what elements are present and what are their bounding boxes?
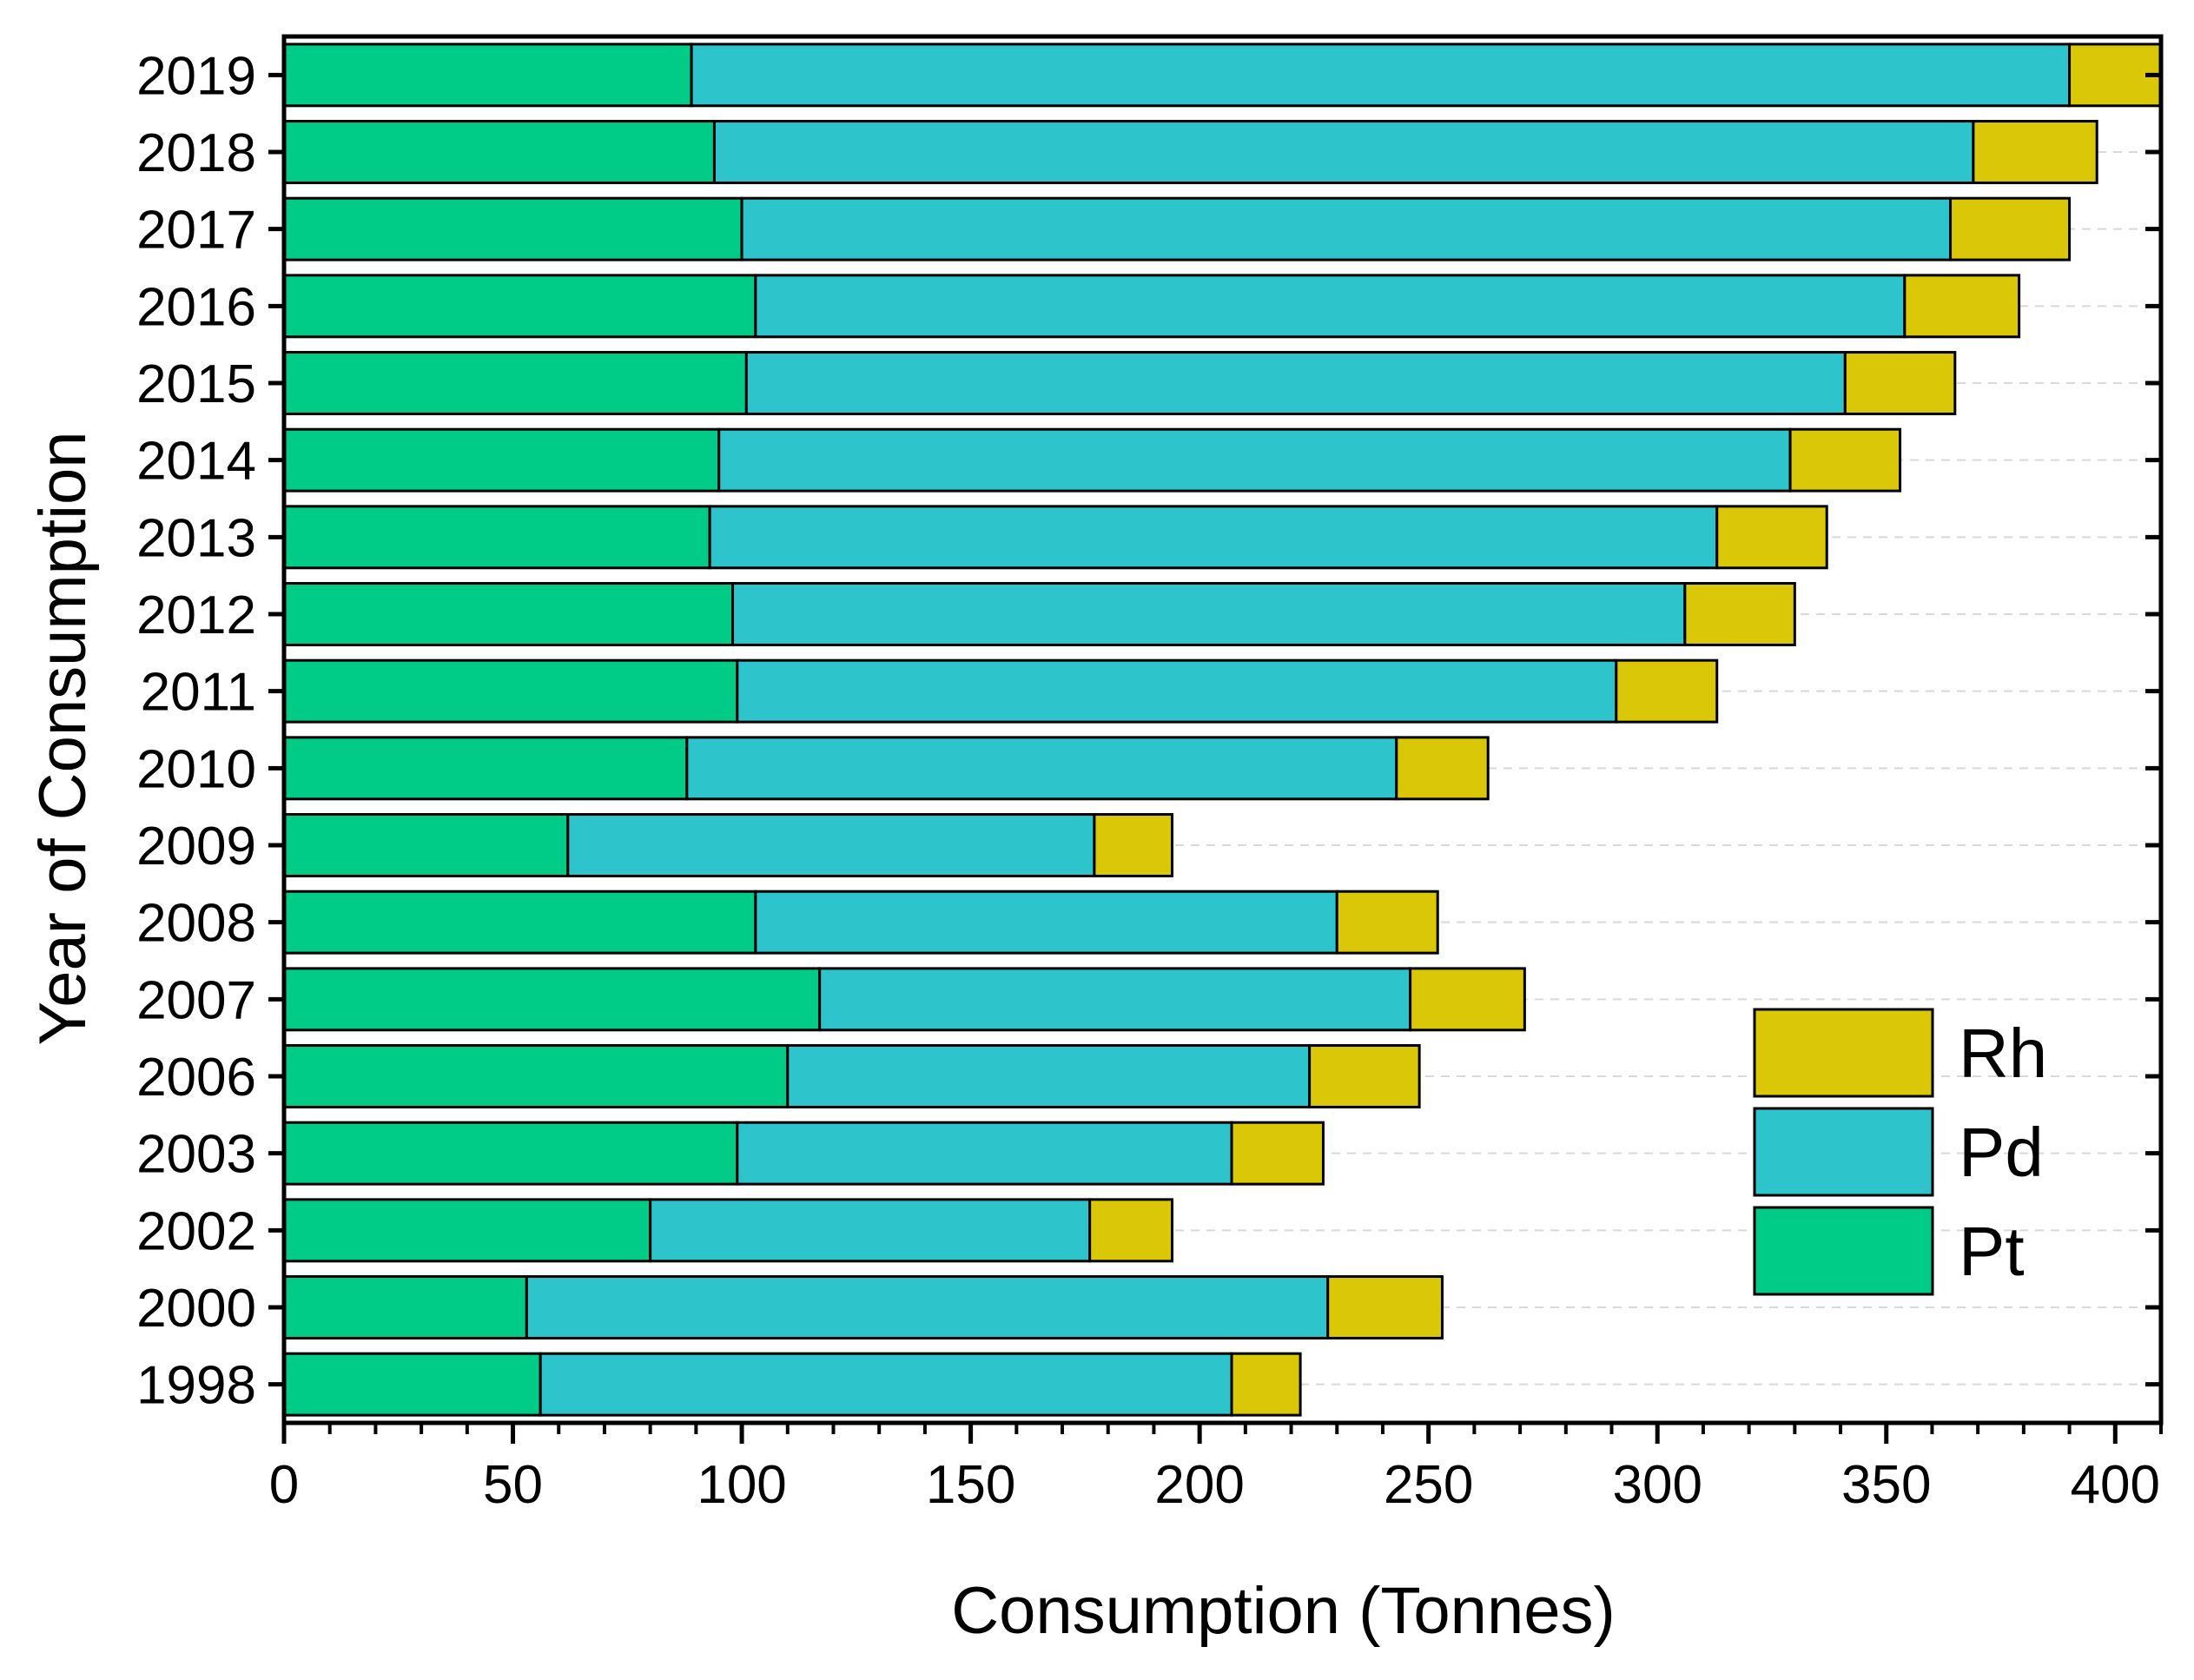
bar-pt-2015 bbox=[282, 351, 748, 415]
y-tick-label-2015: 2015 bbox=[136, 354, 256, 414]
bar-rh-2003 bbox=[1230, 1121, 1325, 1186]
y-tick-label-2016: 2016 bbox=[136, 277, 256, 337]
bar-rh-2013 bbox=[1715, 505, 1828, 570]
x-tick-label-250: 250 bbox=[1384, 1455, 1473, 1515]
x-axis-title: Consumption (Tonnes) bbox=[951, 1574, 1616, 1648]
bar-pt-2002 bbox=[282, 1198, 652, 1263]
bar-rh-2011 bbox=[1615, 658, 1719, 724]
x-tick-label-100: 100 bbox=[697, 1455, 786, 1515]
bar-rh-2000 bbox=[1326, 1275, 1444, 1339]
bar-pd-2011 bbox=[736, 658, 1618, 724]
y-tick-label-2003: 2003 bbox=[136, 1125, 256, 1185]
bar-pd-2010 bbox=[685, 736, 1398, 801]
y-tick-label-2017: 2017 bbox=[136, 201, 256, 261]
y-tick-label-2010: 2010 bbox=[136, 739, 256, 799]
bar-pd-2006 bbox=[786, 1044, 1312, 1108]
y-tick-label-2007: 2007 bbox=[136, 970, 256, 1030]
bar-pt-2014 bbox=[282, 427, 721, 493]
y-tick-label-2012: 2012 bbox=[136, 585, 256, 645]
bar-pt-2010 bbox=[282, 736, 689, 801]
bar-pt-2008 bbox=[282, 890, 757, 955]
bar-pt-2007 bbox=[282, 967, 822, 1032]
bar-pt-2013 bbox=[282, 505, 711, 570]
bar-rh-2012 bbox=[1683, 582, 1796, 646]
bar-pd-2018 bbox=[712, 120, 1975, 184]
bar-pd-2019 bbox=[690, 43, 2072, 108]
x-tick-label-0: 0 bbox=[269, 1455, 299, 1515]
bar-pd-1998 bbox=[539, 1352, 1233, 1417]
axis-ticks: 1998200020022003200620072008200920102011… bbox=[136, 46, 2163, 1515]
bar-rh-2002 bbox=[1088, 1198, 1174, 1263]
bar-rh-2016 bbox=[1903, 274, 2021, 339]
bar-rh-1998 bbox=[1230, 1352, 1302, 1417]
bar-rh-2018 bbox=[1972, 120, 2098, 184]
bar-pt-1998 bbox=[282, 1352, 542, 1417]
bar-rh-2017 bbox=[1949, 196, 2072, 261]
y-tick-label-1998: 1998 bbox=[136, 1356, 256, 1416]
y-tick-label-2006: 2006 bbox=[136, 1048, 256, 1108]
legend-swatch-pt bbox=[1753, 1206, 1934, 1296]
bar-pd-2017 bbox=[740, 196, 1953, 261]
legend-label-pd: Pd bbox=[1959, 1114, 2044, 1191]
bar-pt-2003 bbox=[282, 1121, 739, 1186]
bar-pd-2003 bbox=[736, 1121, 1233, 1186]
x-tick-label-150: 150 bbox=[926, 1455, 1015, 1515]
y-tick-label-2013: 2013 bbox=[136, 508, 256, 568]
bar-pd-2009 bbox=[566, 813, 1096, 877]
bar-pt-2019 bbox=[282, 43, 693, 108]
legend: Rh Pd Pt bbox=[1753, 1008, 2047, 1296]
legend-swatch-pd bbox=[1753, 1107, 1934, 1197]
bars bbox=[282, 43, 2163, 1417]
legend-swatch-rh bbox=[1753, 1008, 1934, 1098]
bar-pt-2000 bbox=[282, 1275, 528, 1339]
bar-pd-2008 bbox=[754, 890, 1338, 955]
plot-frame bbox=[281, 34, 2164, 1425]
bar-pd-2015 bbox=[744, 351, 1847, 415]
bar-pt-2018 bbox=[282, 120, 716, 184]
legend-label-rh: Rh bbox=[1959, 1015, 2047, 1092]
bar-rh-2008 bbox=[1335, 890, 1439, 955]
y-tick-label-2009: 2009 bbox=[136, 817, 256, 876]
bar-pd-2013 bbox=[708, 505, 1719, 570]
bar-pt-2017 bbox=[282, 196, 743, 261]
x-tick-label-200: 200 bbox=[1154, 1455, 1244, 1515]
bar-pd-2000 bbox=[525, 1275, 1330, 1339]
x-tick-label-300: 300 bbox=[1612, 1455, 1702, 1515]
bar-rh-2009 bbox=[1093, 813, 1174, 877]
y-tick-label-2018: 2018 bbox=[136, 123, 256, 183]
x-tick-label-50: 50 bbox=[483, 1455, 543, 1515]
bar-pd-2016 bbox=[754, 274, 1907, 339]
x-tick-label-350: 350 bbox=[1841, 1455, 1931, 1515]
bar-rh-2015 bbox=[1843, 351, 1957, 415]
bar-pd-2014 bbox=[717, 427, 1792, 493]
y-tick-label-2002: 2002 bbox=[136, 1201, 256, 1261]
y-tick-label-2014: 2014 bbox=[136, 432, 256, 492]
bar-pt-2006 bbox=[282, 1044, 790, 1108]
x-tick-label-400: 400 bbox=[2071, 1455, 2160, 1515]
bar-pd-2007 bbox=[818, 967, 1412, 1032]
y-axis-title: Year of Consumption bbox=[26, 432, 100, 1046]
bar-pt-2016 bbox=[282, 274, 757, 339]
bar-pt-2011 bbox=[282, 658, 739, 724]
bar-rh-2006 bbox=[1308, 1044, 1421, 1108]
bar-pd-2012 bbox=[731, 582, 1687, 646]
bar-pd-2002 bbox=[649, 1198, 1092, 1263]
y-tick-label-2019: 2019 bbox=[136, 46, 256, 106]
legend-label-pt: Pt bbox=[1959, 1213, 2025, 1290]
y-tick-label-2008: 2008 bbox=[136, 894, 256, 954]
bar-pt-2009 bbox=[282, 813, 570, 877]
bar-pt-2012 bbox=[282, 582, 735, 646]
y-tick-label-2011: 2011 bbox=[141, 663, 256, 723]
y-tick-label-2000: 2000 bbox=[136, 1279, 256, 1339]
bar-rh-2010 bbox=[1395, 736, 1490, 801]
bar-rh-2007 bbox=[1409, 967, 1526, 1032]
bar-rh-2014 bbox=[1788, 427, 1902, 493]
